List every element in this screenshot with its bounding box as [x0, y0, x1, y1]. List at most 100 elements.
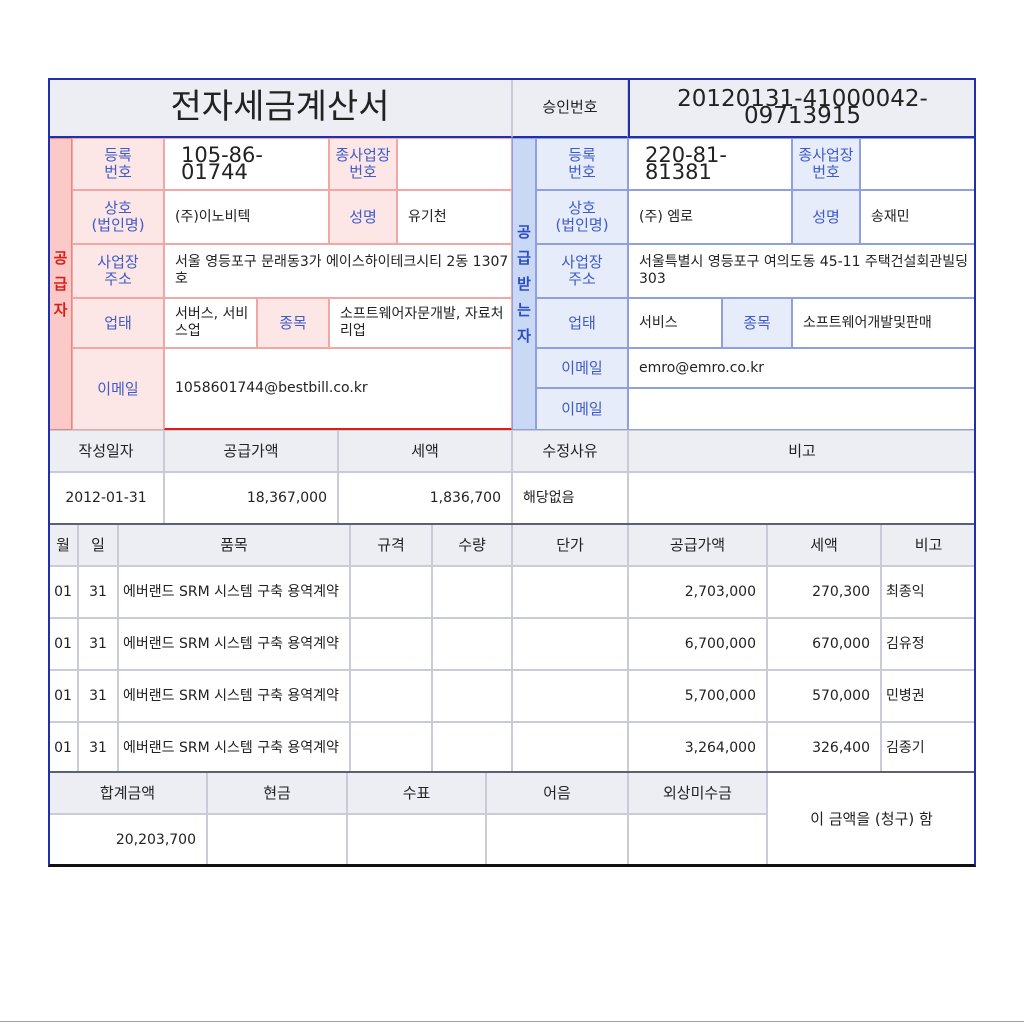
- items-cell-tax-amount: 670,000: [767, 618, 881, 670]
- supplier-side-char: 공: [53, 249, 68, 267]
- totals-sum: 20,203,700: [48, 814, 207, 867]
- supplier-side-char: 자: [53, 301, 68, 319]
- receiver-item-label: 종목: [722, 298, 792, 348]
- summary-header: 작성일자: [48, 430, 164, 472]
- totals-header: 합계금액: [48, 772, 207, 814]
- supplier-sub-label: 종사업장 번호: [329, 138, 397, 190]
- items-cell-remarks: 민병권: [881, 670, 976, 722]
- receiver-rep-label: 성명: [792, 190, 860, 244]
- totals-cash: [207, 814, 347, 867]
- items-cell-supply-amount: 5,700,000: [628, 670, 767, 722]
- supplier-address: 서울 영등포구 문래동3가 에이스하이테크시티 2동 1307호: [164, 244, 512, 298]
- items-header-supply-amount: 공급가액: [628, 524, 767, 566]
- items-cell-item-name: 에버랜드 SRM 시스템 구축 용역계약: [118, 670, 350, 722]
- summary-header: 공급가액: [164, 430, 338, 472]
- receiver-email2: [628, 388, 976, 430]
- items-cell-tax-amount: 326,400: [767, 722, 881, 774]
- items-header-spec: 규격: [350, 524, 432, 566]
- supplier-business-item: 소프트웨어자문개발, 자료처리업: [329, 298, 512, 348]
- items-header-unit-price: 단가: [512, 524, 628, 566]
- receiver-business-type: 서비스: [628, 298, 722, 348]
- items-cell-remarks: 김종기: [881, 722, 976, 774]
- items-cell-day: 31: [78, 618, 118, 670]
- receiver-business-item: 소프트웨어개발및판매: [792, 298, 976, 348]
- summary-header: 세액: [338, 430, 512, 472]
- summary-date: 2012-01-31: [48, 472, 164, 524]
- receiver-name-label: 상호 (법인명): [536, 190, 628, 244]
- receiver-side-char: 급: [517, 249, 531, 267]
- receiver-side-char: 받: [517, 275, 531, 293]
- items-cell-remarks: 최종익: [881, 566, 976, 618]
- supplier-email: 1058601744@bestbill.co.kr: [164, 348, 512, 430]
- items-cell-unit-price: [512, 670, 628, 722]
- totals-check: [347, 814, 486, 867]
- items-header-tax-amount: 세액: [767, 524, 881, 566]
- receiver-side-char: 는: [517, 301, 531, 319]
- items-cell-unit-price: [512, 566, 628, 618]
- items-cell-quantity: [432, 722, 512, 774]
- items-header-month: 월: [48, 524, 78, 566]
- supplier-item-label: 종목: [257, 298, 329, 348]
- receiver-side-char: 자: [517, 327, 531, 345]
- receiver-email2-label: 이메일: [536, 388, 628, 430]
- items-cell-unit-price: [512, 722, 628, 774]
- items-cell-supply-amount: 3,264,000: [628, 722, 767, 774]
- totals-header: 외상미수금: [628, 772, 767, 814]
- receiver-reg-label: 등록 번호: [536, 138, 628, 190]
- supplier-email-label: 이메일: [72, 348, 164, 430]
- items-cell-quantity: [432, 618, 512, 670]
- items-cell-spec: [350, 722, 432, 774]
- receiver-reg-number: 220-81-81381: [628, 138, 792, 190]
- supplier-rep: 유기천: [397, 190, 512, 244]
- items-cell-supply-amount: 6,700,000: [628, 618, 767, 670]
- section-divider: [48, 771, 976, 773]
- items-cell-item-name: 에버랜드 SRM 시스템 구축 용역계약: [118, 722, 350, 774]
- section-divider: [48, 523, 976, 525]
- items-header-item-name: 품목: [118, 524, 350, 566]
- supplier-name-label: 상호 (법인명): [72, 190, 164, 244]
- summary-supply-amount: 18,367,000: [164, 472, 338, 524]
- supplier-side-char: 급: [53, 275, 68, 293]
- approval-number-label: 승인번호: [512, 78, 628, 138]
- receiver-side-label: 공 급 받 는 자: [512, 138, 536, 430]
- tax-invoice: 전자세금계산서 승인번호 20120131-41000042-09713915 …: [48, 78, 976, 867]
- page-bottom-edge: [0, 1021, 1024, 1022]
- receiver-rep: 송재민: [860, 190, 976, 244]
- supplier-reg-label: 등록 번호: [72, 138, 164, 190]
- supplier-name: (주)이노비텍: [164, 190, 329, 244]
- supplier-reg-number: 105-86-01744: [164, 138, 329, 190]
- receiver-address: 서울특별시 영등포구 여의도동 45-11 주택건설회관빌딩 303: [628, 244, 976, 298]
- items-cell-day: 31: [78, 670, 118, 722]
- items-cell-unit-price: [512, 618, 628, 670]
- items-cell-quantity: [432, 566, 512, 618]
- receiver-sub-label: 종사업장 번호: [792, 138, 860, 190]
- totals-header: 현금: [207, 772, 347, 814]
- receiver-email-label: 이메일: [536, 348, 628, 388]
- receiver-sub-number: [860, 138, 976, 190]
- items-cell-item-name: 에버랜드 SRM 시스템 구축 용역계약: [118, 618, 350, 670]
- supplier-type-label: 업태: [72, 298, 164, 348]
- items-cell-spec: [350, 566, 432, 618]
- items-header-remarks: 비고: [881, 524, 976, 566]
- items-cell-tax-amount: 570,000: [767, 670, 881, 722]
- items-cell-tax-amount: 270,300: [767, 566, 881, 618]
- items-cell-day: 31: [78, 722, 118, 774]
- items-cell-month: 01: [48, 618, 78, 670]
- summary-tax-amount: 1,836,700: [338, 472, 512, 524]
- items-cell-spec: [350, 670, 432, 722]
- receiver-email: emro@emro.co.kr: [628, 348, 976, 388]
- totals-header: 어음: [486, 772, 628, 814]
- receiver-addr-label: 사업장 주소: [536, 244, 628, 298]
- summary-header: 비고: [628, 430, 976, 472]
- items-cell-month: 01: [48, 670, 78, 722]
- totals-header: 수표: [347, 772, 486, 814]
- approval-number: 20120131-41000042-09713915: [628, 78, 976, 138]
- items-cell-supply-amount: 2,703,000: [628, 566, 767, 618]
- summary-revision-reason: 해당없음: [512, 472, 628, 524]
- receiver-side-char: 공: [517, 223, 531, 241]
- items-cell-item-name: 에버랜드 SRM 시스템 구축 용역계약: [118, 566, 350, 618]
- receiver-type-label: 업태: [536, 298, 628, 348]
- receiver-name: (주) 엠로: [628, 190, 792, 244]
- supplier-side-label: 공 급 자: [48, 138, 72, 430]
- supplier-business-type: 서버스, 서비스업: [164, 298, 257, 348]
